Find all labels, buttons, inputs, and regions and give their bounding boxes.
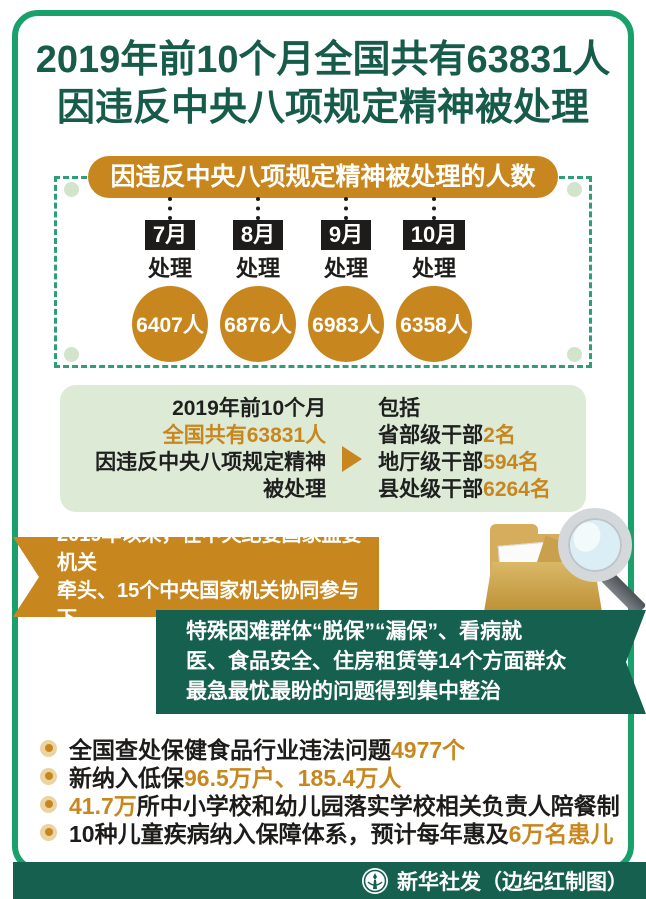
rank-value: 594名 [483,450,540,474]
summary-prefectural: 地厅级干部594名 [378,449,551,476]
dotted-connector [256,197,260,220]
magnifier-glass [558,508,632,582]
month-label: 7月 [144,220,196,250]
text-segment: 新纳入低保 [69,765,184,791]
rank-value: 2名 [483,423,516,447]
text-segment-accent: 4977个 [391,737,466,763]
month-column-october: 10月 处理 6358人 [390,197,478,362]
list-item-text: 新纳入低保96.5万户、185.4万人 [69,759,401,793]
summary-period: 2019年前10个月 [172,396,327,420]
rank-label: 地厅级干部 [378,450,484,474]
summary-result: 被处理 [263,477,327,501]
chart-title-pill: 因违反中央八项规定精神被处理的人数 [88,156,558,198]
summary-include-label: 包括 [378,396,421,420]
magnifier-icon [550,504,646,622]
summary-provincial: 省部级干部2名 [378,422,551,449]
list-item: 10种儿童疾病纳入保障体系，预计每年惠及6万名患儿 [40,815,626,849]
bullet-icon [40,739,57,757]
summary-total: 全国共有63831人 [162,423,327,447]
month-column-august: 8月 处理 6876人 [214,197,302,362]
month-label: 8月 [232,220,284,250]
ribbon-line-2: 牵头、15个中央国家机关协同参与下 [57,580,360,630]
corner-dot [64,182,79,197]
context-ribbon: 2019年以来，在中央纪委国家监委机关 牵头、15个中央国家机关协同参与下 [13,537,379,617]
dotted-connector [344,197,348,220]
action-label: 处理 [235,256,280,281]
list-item: 新纳入低保96.5万户、185.4万人 [40,759,626,793]
list-item: 41.7万所中小学校和幼儿园落实学校相关负责人陪餐制 [40,787,626,821]
value-circle: 6876人 [220,286,296,362]
corner-dot [64,347,79,362]
bullet-icon [40,823,57,841]
title-line-2: 因违反中央八项规定精神被处理 [56,87,589,129]
xinhua-logo-icon [362,867,388,894]
text-segment-accent: 41.7万 [69,793,137,819]
text-segment: 全国查处保健食品行业违法问题 [69,737,391,763]
summary-county: 县处级干部6264名 [378,476,551,503]
arrow-right-icon [342,445,363,472]
summary-left-column: 2019年前10个月 全国共有63831人 因违反中央八项规定精神 被处理 [95,395,326,503]
bullet-icon [40,795,57,813]
summary-reason: 因违反中央八项规定精神 [95,450,327,474]
rank-label: 省部级干部 [378,423,484,447]
text-segment-accent: 6万名患儿 [508,821,614,847]
month-column-september: 9月 处理 6983人 [302,197,390,362]
summary-box: 2019年前10个月 全国共有63831人 因违反中央八项规定精神 被处理 包括… [60,385,586,512]
text-segment: 所中小学校和幼儿园落实学校相关负责人陪餐制 [136,793,620,819]
folder-magnifier-illustration [478,504,646,626]
list-item-text: 10种儿童疾病纳入保障体系，预计每年惠及6万名患儿 [69,815,613,849]
list-item-text: 41.7万所中小学校和幼儿园落实学校相关负责人陪餐制 [69,787,620,821]
text-segment: 10种儿童疾病纳入保障体系，预计每年惠及 [69,821,509,847]
title-line-1: 2019年前10个月全国共有63831人 [35,39,611,81]
action-label: 处理 [411,256,456,281]
action-label: 处理 [147,256,192,281]
bullet-icon [40,767,57,785]
month-label: 9月 [320,220,372,250]
highlight-box: 特殊困难群体“脱保”“漏保”、看病就 医、食品安全、住房租赁等14个方面群众 最… [156,610,646,714]
dotted-connector [168,197,172,220]
value-circle: 6407人 [132,286,208,362]
list-item-text: 全国查处保健食品行业违法问题4977个 [69,731,465,765]
ribbon-line-1: 2019年以来，在中央纪委国家监委机关 [57,524,362,574]
rank-label: 县处级干部 [378,477,484,501]
month-label: 10月 [402,220,466,250]
highlight-line-1: 特殊困难群体“脱保”“漏保”、看病就 [186,620,522,643]
month-column-july: 7月 处理 6407人 [126,197,214,362]
highlight-line-2: 医、食品安全、住房租赁等14个方面群众 [186,650,567,673]
rank-value: 6264名 [483,477,551,501]
summary-right-column: 包括 省部级干部2名 地厅级干部594名 县处级干部6264名 [378,395,551,503]
footer-bar: 新华社发（边纪红制图） [13,862,646,899]
value-circle: 6983人 [308,286,384,362]
text-segment-accent: 96.5万户、185.4万人 [184,765,402,791]
corner-dot [567,347,582,362]
value-circle: 6358人 [396,286,472,362]
list-item: 全国查处保健食品行业违法问题4977个 [40,731,626,765]
corner-dot [567,182,582,197]
page-title: 2019年前10个月全国共有63831人 因违反中央八项规定精神被处理 [0,36,646,132]
action-label: 处理 [323,256,368,281]
highlight-line-3: 最急最忧最盼的问题得到集中整治 [186,680,501,703]
achievement-list: 全国查处保健食品行业违法问题4977个 新纳入低保96.5万户、185.4万人 … [40,731,626,849]
footer-credit: 新华社发（边纪红制图） [397,870,628,894]
dotted-connector [432,197,436,220]
